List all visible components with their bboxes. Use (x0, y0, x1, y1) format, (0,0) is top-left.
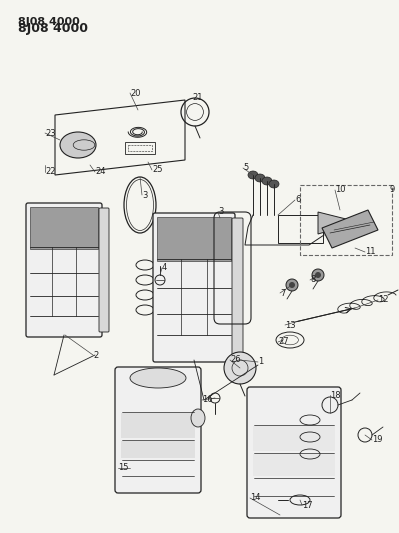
Text: 8J08 4000: 8J08 4000 (18, 17, 80, 27)
Text: 11: 11 (365, 247, 375, 256)
Bar (125, 142, 155, 154)
Bar (253, 454, 335, 477)
Circle shape (224, 352, 256, 384)
Text: 6: 6 (295, 196, 300, 205)
Text: 25: 25 (152, 166, 162, 174)
Text: 23: 23 (45, 128, 55, 138)
Ellipse shape (130, 368, 186, 388)
Text: 15: 15 (118, 464, 128, 472)
Text: 3: 3 (218, 207, 223, 216)
Text: 4: 4 (162, 263, 167, 272)
Ellipse shape (269, 180, 279, 188)
Text: 19: 19 (372, 435, 383, 445)
Text: 7: 7 (280, 288, 285, 297)
Text: 16: 16 (202, 395, 213, 405)
Text: 13: 13 (285, 320, 296, 329)
Text: 9: 9 (390, 185, 395, 195)
Bar (300, 185, 392, 255)
Ellipse shape (262, 177, 272, 185)
Text: 1: 1 (258, 358, 263, 367)
Bar (157, 217, 231, 261)
FancyBboxPatch shape (115, 367, 201, 493)
Ellipse shape (248, 171, 258, 179)
Bar (278, 215, 323, 243)
Circle shape (312, 269, 324, 281)
Text: 22: 22 (45, 167, 55, 176)
Text: 14: 14 (250, 494, 261, 503)
FancyBboxPatch shape (232, 218, 243, 357)
Text: 5: 5 (243, 164, 248, 173)
Text: 12: 12 (378, 295, 389, 304)
Text: 24: 24 (95, 167, 105, 176)
Text: 20: 20 (130, 88, 140, 98)
Text: 8J08 4000: 8J08 4000 (18, 22, 88, 35)
Ellipse shape (60, 132, 96, 158)
Ellipse shape (255, 174, 265, 182)
Circle shape (315, 272, 321, 278)
FancyBboxPatch shape (26, 203, 102, 337)
Text: 3: 3 (142, 190, 147, 199)
Text: 27: 27 (278, 337, 288, 346)
FancyBboxPatch shape (153, 213, 235, 362)
Text: 21: 21 (192, 93, 203, 102)
Text: 18: 18 (330, 391, 341, 400)
Text: 2: 2 (93, 351, 98, 359)
Ellipse shape (191, 409, 205, 427)
Bar (128, 145, 152, 151)
Circle shape (286, 279, 298, 291)
Bar (121, 413, 195, 439)
FancyBboxPatch shape (247, 387, 341, 518)
Polygon shape (318, 212, 346, 234)
Text: 17: 17 (302, 500, 313, 510)
Text: 8: 8 (310, 276, 315, 285)
Bar (30, 207, 98, 248)
Polygon shape (322, 210, 378, 248)
Bar (253, 426, 335, 451)
Text: 26: 26 (230, 356, 241, 365)
Bar (121, 441, 195, 458)
Circle shape (289, 282, 295, 288)
Text: 10: 10 (335, 185, 346, 195)
FancyBboxPatch shape (99, 208, 109, 332)
